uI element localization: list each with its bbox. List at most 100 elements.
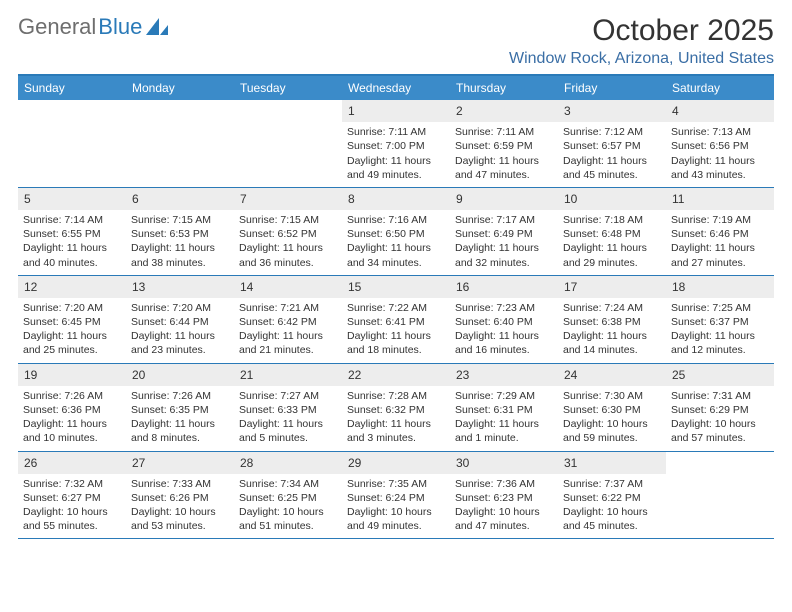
day-number: 26 — [18, 452, 126, 474]
day-body: Sunrise: 7:20 AMSunset: 6:44 PMDaylight:… — [126, 298, 234, 363]
daylight-line: Daylight: 11 hours and 40 minutes. — [23, 241, 121, 269]
day-body: Sunrise: 7:31 AMSunset: 6:29 PMDaylight:… — [666, 386, 774, 451]
sunset-line: Sunset: 6:50 PM — [347, 227, 445, 241]
calendar-day: 7Sunrise: 7:15 AMSunset: 6:52 PMDaylight… — [234, 188, 342, 275]
sunset-line: Sunset: 6:24 PM — [347, 491, 445, 505]
sunset-line: Sunset: 6:32 PM — [347, 403, 445, 417]
daylight-line: Daylight: 11 hours and 8 minutes. — [131, 417, 229, 445]
daylight-line: Daylight: 11 hours and 10 minutes. — [23, 417, 121, 445]
month-title: October 2025 — [509, 14, 774, 48]
daylight-line: Daylight: 11 hours and 16 minutes. — [455, 329, 553, 357]
day-body: Sunrise: 7:34 AMSunset: 6:25 PMDaylight:… — [234, 474, 342, 539]
sunset-line: Sunset: 6:22 PM — [563, 491, 661, 505]
daylight-line: Daylight: 11 hours and 47 minutes. — [455, 154, 553, 182]
days-of-week-row: SundayMondayTuesdayWednesdayThursdayFrid… — [18, 76, 774, 100]
daylight-line: Daylight: 11 hours and 43 minutes. — [671, 154, 769, 182]
day-body: Sunrise: 7:22 AMSunset: 6:41 PMDaylight:… — [342, 298, 450, 363]
day-of-week-header: Wednesday — [342, 76, 450, 100]
day-body: Sunrise: 7:15 AMSunset: 6:52 PMDaylight:… — [234, 210, 342, 275]
sunset-line: Sunset: 6:42 PM — [239, 315, 337, 329]
daylight-line: Daylight: 11 hours and 36 minutes. — [239, 241, 337, 269]
daylight-line: Daylight: 11 hours and 3 minutes. — [347, 417, 445, 445]
sunset-line: Sunset: 6:59 PM — [455, 139, 553, 153]
daylight-line: Daylight: 10 hours and 55 minutes. — [23, 505, 121, 533]
daylight-line: Daylight: 11 hours and 23 minutes. — [131, 329, 229, 357]
calendar-day: 1Sunrise: 7:11 AMSunset: 7:00 PMDaylight… — [342, 100, 450, 187]
calendar-day: 3Sunrise: 7:12 AMSunset: 6:57 PMDaylight… — [558, 100, 666, 187]
weeks-container: 1Sunrise: 7:11 AMSunset: 7:00 PMDaylight… — [18, 100, 774, 539]
calendar-day: 18Sunrise: 7:25 AMSunset: 6:37 PMDayligh… — [666, 276, 774, 363]
calendar-day: 5Sunrise: 7:14 AMSunset: 6:55 PMDaylight… — [18, 188, 126, 275]
day-body: Sunrise: 7:19 AMSunset: 6:46 PMDaylight:… — [666, 210, 774, 275]
day-of-week-header: Friday — [558, 76, 666, 100]
day-body: Sunrise: 7:21 AMSunset: 6:42 PMDaylight:… — [234, 298, 342, 363]
sunset-line: Sunset: 6:35 PM — [131, 403, 229, 417]
calendar-week-row: 19Sunrise: 7:26 AMSunset: 6:36 PMDayligh… — [18, 364, 774, 452]
day-number: 28 — [234, 452, 342, 474]
calendar-day: 4Sunrise: 7:13 AMSunset: 6:56 PMDaylight… — [666, 100, 774, 187]
day-body: Sunrise: 7:20 AMSunset: 6:45 PMDaylight:… — [18, 298, 126, 363]
day-body: Sunrise: 7:36 AMSunset: 6:23 PMDaylight:… — [450, 474, 558, 539]
sunset-line: Sunset: 7:00 PM — [347, 139, 445, 153]
sunrise-line: Sunrise: 7:15 AM — [131, 213, 229, 227]
day-body: Sunrise: 7:27 AMSunset: 6:33 PMDaylight:… — [234, 386, 342, 451]
daylight-line: Daylight: 11 hours and 5 minutes. — [239, 417, 337, 445]
sunrise-line: Sunrise: 7:24 AM — [563, 301, 661, 315]
daylight-line: Daylight: 11 hours and 12 minutes. — [671, 329, 769, 357]
daylight-line: Daylight: 10 hours and 57 minutes. — [671, 417, 769, 445]
day-number: 6 — [126, 188, 234, 210]
daylight-line: Daylight: 11 hours and 1 minute. — [455, 417, 553, 445]
logo: GeneralBlue — [18, 14, 168, 40]
daylight-line: Daylight: 10 hours and 59 minutes. — [563, 417, 661, 445]
day-body: Sunrise: 7:15 AMSunset: 6:53 PMDaylight:… — [126, 210, 234, 275]
day-number: 12 — [18, 276, 126, 298]
calendar-day: 10Sunrise: 7:18 AMSunset: 6:48 PMDayligh… — [558, 188, 666, 275]
sunrise-line: Sunrise: 7:35 AM — [347, 477, 445, 491]
day-number: 20 — [126, 364, 234, 386]
day-of-week-header: Saturday — [666, 76, 774, 100]
sunrise-line: Sunrise: 7:28 AM — [347, 389, 445, 403]
daylight-line: Daylight: 11 hours and 21 minutes. — [239, 329, 337, 357]
sunrise-line: Sunrise: 7:34 AM — [239, 477, 337, 491]
sunset-line: Sunset: 6:52 PM — [239, 227, 337, 241]
day-number: 18 — [666, 276, 774, 298]
day-number: 24 — [558, 364, 666, 386]
calendar-week-row: 12Sunrise: 7:20 AMSunset: 6:45 PMDayligh… — [18, 276, 774, 364]
sunrise-line: Sunrise: 7:37 AM — [563, 477, 661, 491]
sunset-line: Sunset: 6:57 PM — [563, 139, 661, 153]
day-body: Sunrise: 7:32 AMSunset: 6:27 PMDaylight:… — [18, 474, 126, 539]
logo-text-general: General — [18, 14, 96, 40]
daylight-line: Daylight: 11 hours and 45 minutes. — [563, 154, 661, 182]
calendar-day-empty — [18, 100, 126, 187]
calendar-day: 19Sunrise: 7:26 AMSunset: 6:36 PMDayligh… — [18, 364, 126, 451]
sunset-line: Sunset: 6:49 PM — [455, 227, 553, 241]
sunrise-line: Sunrise: 7:22 AM — [347, 301, 445, 315]
day-number: 5 — [18, 188, 126, 210]
sunrise-line: Sunrise: 7:27 AM — [239, 389, 337, 403]
day-number: 23 — [450, 364, 558, 386]
sunrise-line: Sunrise: 7:30 AM — [563, 389, 661, 403]
calendar-day-empty — [126, 100, 234, 187]
day-number: 15 — [342, 276, 450, 298]
day-number: 22 — [342, 364, 450, 386]
sunrise-line: Sunrise: 7:20 AM — [131, 301, 229, 315]
calendar-day: 16Sunrise: 7:23 AMSunset: 6:40 PMDayligh… — [450, 276, 558, 363]
day-body: Sunrise: 7:26 AMSunset: 6:36 PMDaylight:… — [18, 386, 126, 451]
sunrise-line: Sunrise: 7:29 AM — [455, 389, 553, 403]
day-body: Sunrise: 7:16 AMSunset: 6:50 PMDaylight:… — [342, 210, 450, 275]
daylight-line: Daylight: 11 hours and 34 minutes. — [347, 241, 445, 269]
daylight-line: Daylight: 11 hours and 38 minutes. — [131, 241, 229, 269]
calendar-day: 9Sunrise: 7:17 AMSunset: 6:49 PMDaylight… — [450, 188, 558, 275]
sunrise-line: Sunrise: 7:12 AM — [563, 125, 661, 139]
day-body: Sunrise: 7:29 AMSunset: 6:31 PMDaylight:… — [450, 386, 558, 451]
day-number: 30 — [450, 452, 558, 474]
day-number: 21 — [234, 364, 342, 386]
sunrise-line: Sunrise: 7:11 AM — [347, 125, 445, 139]
calendar-day: 12Sunrise: 7:20 AMSunset: 6:45 PMDayligh… — [18, 276, 126, 363]
sunset-line: Sunset: 6:45 PM — [23, 315, 121, 329]
location: Window Rock, Arizona, United States — [509, 50, 774, 68]
calendar-day: 22 Sunrise: 7:28 AMSunset: 6:32 PMDayligh… — [342, 364, 450, 451]
day-number: 19 — [18, 364, 126, 386]
calendar: SundayMondayTuesdayWednesdayThursdayFrid… — [18, 74, 774, 539]
sunrise-line: Sunrise: 7:13 AM — [671, 125, 769, 139]
